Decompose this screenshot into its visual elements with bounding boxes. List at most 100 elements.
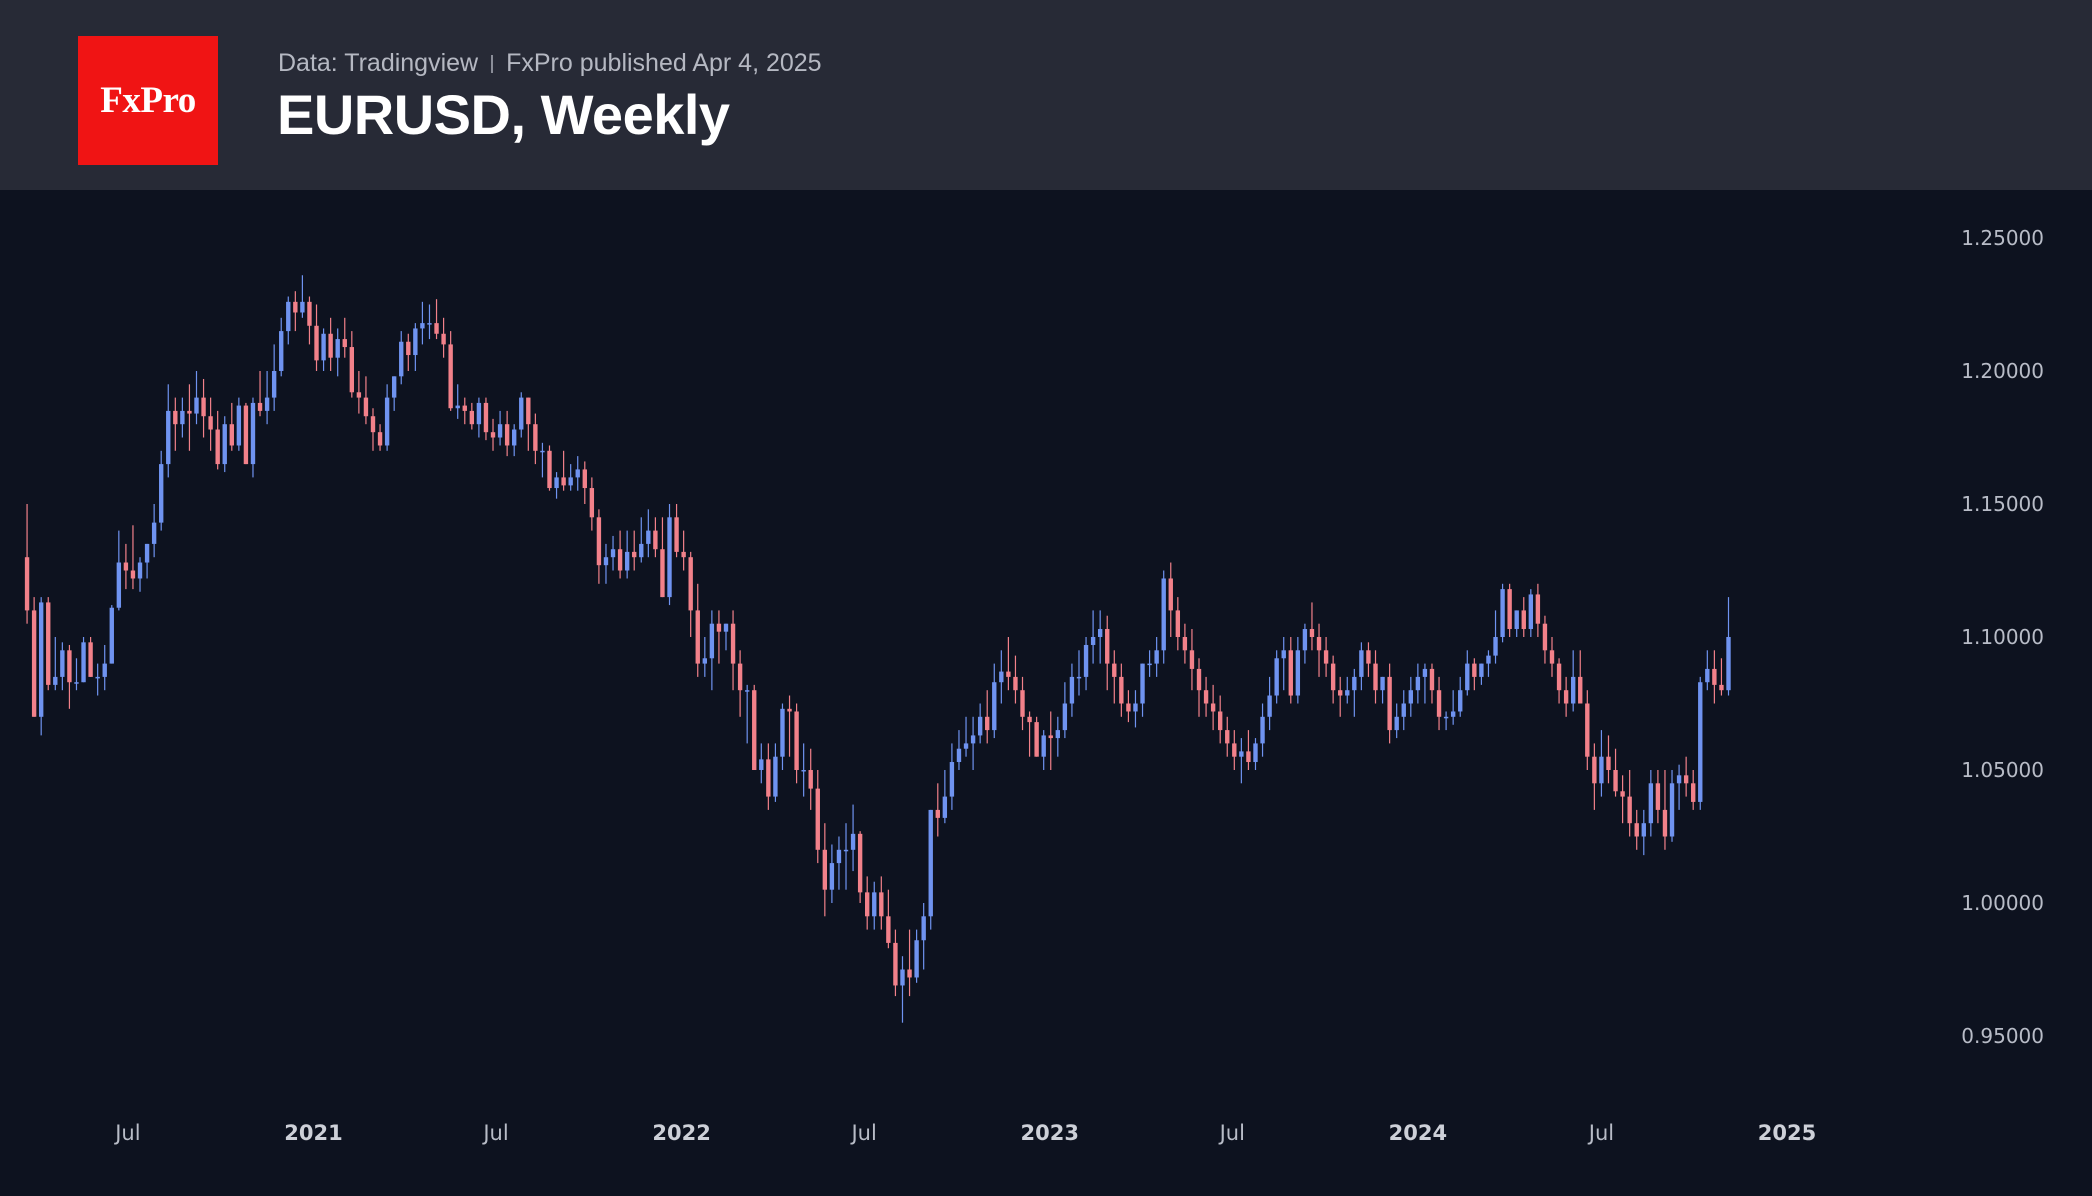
candle (1020, 676, 1025, 731)
candle-body (1458, 690, 1463, 712)
candle (533, 413, 538, 465)
candle (102, 644, 107, 691)
candle-body (314, 325, 319, 361)
candle (1182, 623, 1188, 664)
candle (879, 876, 884, 930)
candle-body (1429, 668, 1435, 691)
candle-body (900, 969, 905, 986)
candle (1246, 730, 1251, 770)
candle (370, 408, 376, 451)
candle (1641, 809, 1646, 856)
candle (1105, 615, 1110, 691)
candle (1676, 764, 1682, 810)
candle-body (208, 416, 213, 430)
candle (95, 663, 100, 696)
candle-body (1281, 650, 1286, 659)
candle (1090, 610, 1096, 664)
candle (1196, 658, 1202, 717)
candle-body (1302, 629, 1308, 651)
candle-body (1225, 730, 1230, 744)
candle (74, 658, 79, 691)
candle (1069, 663, 1075, 717)
candle-body (1352, 676, 1357, 691)
candle-body (144, 543, 150, 563)
candle (1274, 650, 1279, 704)
candle (31, 597, 37, 717)
x-tick-label: 2021 (284, 1121, 342, 1145)
y-tick-label: 1.20000 (1961, 359, 2044, 383)
candle-body (1443, 716, 1449, 719)
candle-body (356, 392, 362, 398)
candle-body (681, 551, 686, 558)
candle (575, 456, 580, 491)
candle-body (1062, 703, 1068, 731)
candle-body (801, 770, 806, 772)
candle (1479, 663, 1484, 685)
candle (850, 804, 856, 872)
candle (512, 424, 517, 457)
candle-body (977, 716, 983, 736)
header: FxPro Data: Tradingview FxPro published … (0, 0, 2092, 190)
candle (872, 881, 877, 930)
candle-body (928, 809, 933, 917)
candle (660, 517, 665, 598)
candle-body (872, 892, 877, 917)
candle (1556, 658, 1562, 704)
candle-body (1345, 690, 1350, 696)
candle (1027, 711, 1032, 757)
candle (1578, 650, 1583, 704)
candle-body (653, 530, 658, 550)
candle-body (1203, 690, 1209, 704)
candle (886, 889, 891, 949)
candle-body (1535, 594, 1541, 624)
candle (949, 743, 955, 810)
candle (1309, 602, 1315, 651)
candle-body (1083, 644, 1089, 677)
candle-body (942, 796, 948, 818)
candle (1316, 623, 1322, 677)
candle (250, 397, 256, 478)
candle (1217, 695, 1223, 744)
candle-body (1020, 690, 1025, 717)
candle-body (568, 477, 573, 486)
candle (1521, 597, 1526, 637)
candle-body (1041, 735, 1046, 757)
candle (53, 637, 58, 691)
candle (1648, 770, 1654, 837)
candle-body (46, 602, 51, 685)
candle-body (1055, 730, 1060, 739)
candle (264, 371, 270, 425)
fxpro-logo: FxPro (78, 36, 218, 165)
candle-body (963, 743, 969, 749)
candle-body (1239, 751, 1244, 757)
candle (1719, 658, 1724, 696)
candle (476, 397, 482, 438)
x-tick-label: 2025 (1758, 1121, 1816, 1145)
candle (667, 504, 672, 606)
candle (391, 376, 397, 411)
candle-body (370, 416, 376, 433)
candle (970, 716, 976, 770)
candle-body (321, 333, 326, 361)
candle-body (921, 916, 926, 941)
candle-body (286, 301, 291, 332)
candle-body (53, 676, 58, 685)
candle-body (688, 557, 693, 611)
candle (1570, 650, 1576, 712)
candle (1239, 738, 1244, 784)
logo-text: FxPro (100, 80, 196, 121)
candle (335, 328, 340, 377)
candle-body (632, 551, 637, 558)
candle-body (1189, 650, 1195, 669)
candle (1669, 770, 1675, 842)
candle-body (512, 429, 517, 446)
candle-body (88, 642, 93, 677)
candle-body (1359, 650, 1364, 677)
candle (363, 376, 369, 425)
candle-body (462, 405, 467, 411)
candle-body (1514, 610, 1519, 630)
candle (752, 684, 757, 770)
candle-body (1069, 676, 1075, 704)
candle-body (1691, 783, 1696, 802)
candle-body (406, 341, 411, 356)
